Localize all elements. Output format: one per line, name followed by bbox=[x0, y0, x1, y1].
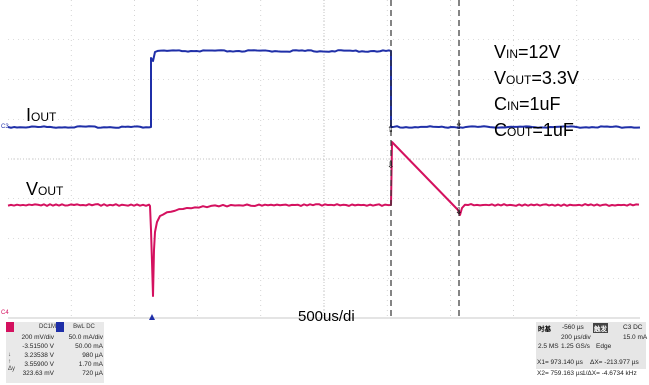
ch3-cursor-up: 1.70 mA bbox=[78, 361, 103, 368]
ch4-values: 200 mV/div -3.51500 V 3.23538 V 3.55900 … bbox=[6, 334, 54, 383]
vout-condition: VOUT=3.3V bbox=[494, 68, 579, 88]
timebase-rate: 1.25 GS/s bbox=[561, 343, 590, 350]
ch4-vdiv: 200 mV/div bbox=[21, 334, 54, 341]
graticule-grid bbox=[8, 0, 640, 319]
cursor-up-symbol: ↑ bbox=[8, 359, 11, 365]
ch3-cursor-down: 980 µA bbox=[82, 352, 103, 359]
trigger-channel: C3 DC bbox=[623, 324, 643, 331]
ch4-coupling: DC1M bbox=[14, 322, 56, 332]
channel-settings-panel[interactable]: DC1M BwL DC 200 mV/div -3.51500 V 3.2353… bbox=[6, 322, 104, 383]
cursor-down-symbol: ↓ bbox=[8, 352, 11, 358]
cursor-inv-dx-readout: 1/ΔX= -4.6734 kHz bbox=[582, 370, 637, 377]
vout-trace bbox=[7, 141, 640, 297]
ch4-offset: -3.51500 V bbox=[22, 343, 54, 350]
ch3-offset: 50.00 mA bbox=[75, 343, 103, 350]
ch3-marker: C3 bbox=[1, 124, 9, 130]
iout-label: IOUT bbox=[26, 105, 57, 125]
vin-condition: VIN=12V bbox=[494, 42, 561, 62]
ch3-values: 50.0 mA/div 50.00 mA 980 µA 1.70 mA 720 … bbox=[56, 334, 103, 383]
ch3-delta-y: 720 µA bbox=[82, 370, 103, 377]
ch3-coupling: BwL DC bbox=[64, 322, 104, 332]
trigger-level: 15.0 mA bbox=[623, 334, 648, 341]
timebase-label: 时基 bbox=[538, 326, 551, 333]
ch4-delta-y: 323.63 mV bbox=[22, 370, 54, 377]
ch4-cursor-down: 3.23538 V bbox=[24, 352, 54, 359]
vout-trace-label: VOUT bbox=[26, 179, 64, 199]
ch3-header[interactable] bbox=[56, 322, 64, 332]
time-per-div-label: 500us/di bbox=[298, 308, 355, 325]
cin-condition: CIN=1uF bbox=[494, 94, 561, 114]
trigger-position-marker bbox=[149, 314, 155, 320]
ch4-cursor-up: 3.55900 V bbox=[24, 361, 54, 368]
cursor-dx-readout: ΔX= -213.977 µs bbox=[590, 359, 639, 366]
cursor-x2-marker: ⇧ bbox=[455, 121, 463, 131]
cursor-x1-marker-2: ⇩ bbox=[387, 160, 395, 170]
cout-condition: COUT=1uF bbox=[494, 120, 574, 140]
cursor-symbols: ↓ ↑ Δy bbox=[8, 352, 15, 372]
cursor-x2-marker-2: ⇩ bbox=[455, 206, 463, 216]
delta-y-symbol: Δy bbox=[8, 366, 16, 372]
cursor-x1-marker: ⇧ bbox=[387, 124, 395, 134]
timebase-trigger-panel[interactable]: 时基 -560 µs 触发 C3 DC 200 µs/div 15.0 mA 2… bbox=[536, 322, 648, 369]
timebase-tdiv: 200 µs/div bbox=[561, 334, 591, 341]
iout-trace bbox=[7, 49, 641, 129]
ch4-header[interactable] bbox=[6, 322, 14, 332]
trigger-label: 触发 bbox=[593, 323, 608, 333]
timebase-delay: -560 µs bbox=[562, 324, 584, 331]
timebase-sample: 2.5 MS bbox=[538, 343, 559, 350]
ch3-adiv: 50.0 mA/div bbox=[68, 334, 103, 341]
cursor-x2-readout: X2= 759.163 µs bbox=[537, 370, 583, 377]
cursor-x1-readout: X1= 973.140 µs bbox=[537, 359, 583, 366]
trigger-mode: Edge bbox=[596, 343, 612, 350]
ch4-marker: C4 bbox=[1, 310, 9, 316]
